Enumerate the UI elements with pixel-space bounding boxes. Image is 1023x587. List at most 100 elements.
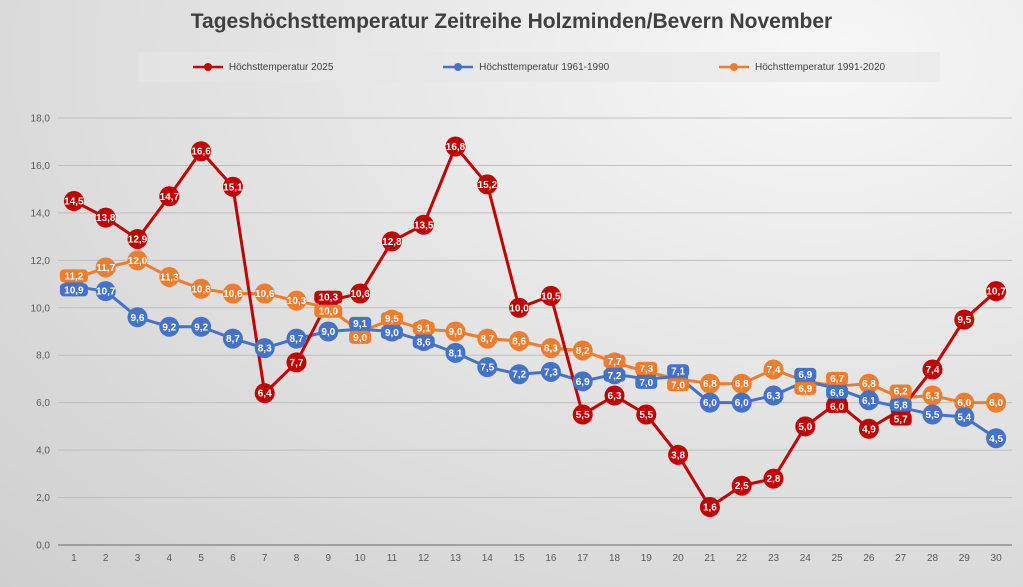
x-tick-label: 27 bbox=[895, 553, 907, 564]
data-point bbox=[191, 316, 212, 337]
data-label: 9,2 bbox=[194, 322, 208, 333]
data-label: 10,7 bbox=[986, 287, 1006, 298]
data-label: 10,3 bbox=[287, 296, 307, 307]
data-point bbox=[254, 383, 275, 404]
data-point bbox=[286, 290, 307, 311]
data-point bbox=[445, 136, 466, 157]
data-point bbox=[636, 404, 657, 425]
data-label: 6,8 bbox=[703, 379, 717, 390]
legend-label-1991-2020: Höchsttemperatur 1991-2020 bbox=[755, 61, 886, 73]
data-point bbox=[191, 278, 212, 299]
data-label: 10,6 bbox=[223, 289, 243, 300]
data-label: 7,7 bbox=[608, 357, 622, 368]
data-label: 15,2 bbox=[478, 180, 498, 191]
data-label: 14,7 bbox=[160, 192, 180, 203]
data-label-background bbox=[412, 321, 435, 335]
x-tick-label: 28 bbox=[927, 553, 939, 564]
x-tick-label: 25 bbox=[832, 553, 844, 564]
data-label: 5,7 bbox=[894, 415, 908, 426]
legend-label-1961-1990: Höchsttemperatur 1961-1990 bbox=[479, 61, 610, 73]
data-point bbox=[63, 191, 84, 212]
legend-marker-2025 bbox=[192, 63, 223, 71]
data-label: 10,6 bbox=[350, 289, 370, 300]
data-label: 6,0 bbox=[989, 398, 1003, 409]
data-point bbox=[858, 373, 879, 394]
data-point bbox=[572, 371, 593, 392]
legend-marker-1991-2020 bbox=[719, 63, 749, 71]
data-label: 12,0 bbox=[128, 256, 148, 267]
data-point bbox=[445, 342, 466, 363]
y-tick-label: 6,0 bbox=[36, 398, 50, 409]
data-label: 6,4 bbox=[258, 389, 272, 400]
legend-marker-1961-1990 bbox=[443, 63, 474, 71]
data-label: 6,0 bbox=[957, 398, 971, 409]
y-tick-label: 12,0 bbox=[31, 256, 51, 267]
data-label: 9,1 bbox=[417, 324, 431, 335]
data-label: 6,8 bbox=[735, 379, 749, 390]
x-tick-label: 29 bbox=[959, 553, 971, 564]
data-label: 6,9 bbox=[798, 384, 812, 395]
data-label: 8,7 bbox=[226, 334, 240, 345]
data-point bbox=[954, 309, 975, 330]
data-label-background bbox=[889, 412, 912, 426]
data-point bbox=[731, 373, 752, 394]
data-point bbox=[699, 497, 720, 518]
x-tick-label: 5 bbox=[198, 553, 204, 564]
x-tick-label: 6 bbox=[230, 553, 236, 564]
data-label: 8,7 bbox=[290, 334, 304, 345]
y-tick-label: 18,0 bbox=[31, 114, 51, 125]
x-tick-label: 7 bbox=[262, 553, 268, 564]
data-label: 10,5 bbox=[541, 291, 561, 302]
data-point bbox=[986, 281, 1007, 302]
y-tick-label: 4,0 bbox=[36, 446, 50, 457]
data-label: 7,0 bbox=[639, 378, 653, 389]
data-point bbox=[222, 283, 243, 304]
y-tick-label: 10,0 bbox=[31, 303, 51, 314]
data-label: 10,0 bbox=[509, 303, 529, 314]
x-tick-label: 26 bbox=[863, 553, 875, 564]
data-point bbox=[986, 392, 1007, 413]
data-label: 6,0 bbox=[703, 398, 717, 409]
data-label: 7,5 bbox=[480, 363, 494, 374]
data-label: 5,5 bbox=[926, 410, 940, 421]
data-point bbox=[540, 361, 561, 382]
data-point bbox=[699, 392, 720, 413]
data-label: 10,7 bbox=[96, 287, 116, 298]
data-point bbox=[572, 404, 593, 425]
legend-item-2025: Höchsttemperatur 2025 bbox=[192, 62, 333, 73]
data-label: 6,2 bbox=[894, 387, 908, 398]
data-label: 9,0 bbox=[321, 327, 335, 338]
data-point bbox=[668, 444, 689, 465]
legend: Höchsttemperatur 2025 Höchsttemperatur 1… bbox=[138, 52, 940, 82]
x-tick-label: 16 bbox=[545, 553, 557, 564]
data-label: 10,3 bbox=[319, 293, 339, 304]
data-label: 6,3 bbox=[767, 391, 781, 402]
x-tick-label: 23 bbox=[768, 553, 780, 564]
series-line-1 bbox=[73, 284, 997, 440]
data-label-background bbox=[826, 385, 849, 399]
data-point bbox=[191, 141, 212, 162]
data-label: 6,0 bbox=[735, 398, 749, 409]
y-tick-label: 0,0 bbox=[36, 541, 50, 552]
data-label: 8,7 bbox=[480, 334, 494, 345]
data-point bbox=[286, 328, 307, 349]
data-point bbox=[572, 340, 593, 361]
data-label: 8,6 bbox=[512, 336, 526, 347]
data-label: 7,3 bbox=[544, 367, 558, 378]
data-label: 7,2 bbox=[512, 370, 526, 381]
data-point bbox=[954, 392, 975, 413]
y-tick-label: 14,0 bbox=[31, 208, 51, 219]
x-tick-label: 9 bbox=[326, 553, 332, 564]
data-label: 7,1 bbox=[671, 366, 685, 377]
data-label-background bbox=[889, 398, 912, 412]
data-label-background bbox=[794, 381, 817, 395]
data-label: 5,5 bbox=[576, 410, 590, 421]
data-point bbox=[477, 328, 498, 349]
data-label-background bbox=[380, 326, 403, 340]
data-label: 6,3 bbox=[608, 391, 622, 402]
data-label-background bbox=[667, 378, 690, 392]
data-point bbox=[159, 316, 180, 337]
data-point bbox=[858, 418, 879, 439]
data-label: 9,6 bbox=[131, 313, 145, 324]
x-tick-label: 19 bbox=[641, 553, 653, 564]
